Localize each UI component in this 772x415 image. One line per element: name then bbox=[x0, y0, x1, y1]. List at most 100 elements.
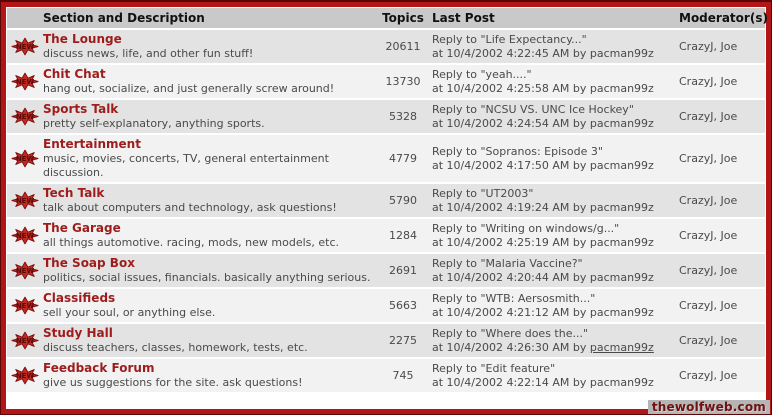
topics-count: 5663 bbox=[389, 299, 417, 312]
section-description: politics, social issues, financials. bas… bbox=[43, 271, 371, 284]
moderators-cell: CrazyJ, Joe bbox=[679, 75, 738, 88]
last-post-author-link[interactable]: pacman99z bbox=[589, 116, 654, 130]
last-post-cell: Reply to "yeah...." at 10/4/2002 4:25:58… bbox=[429, 68, 675, 96]
last-post-timestamp: at 10/4/2002 4:24:54 AM by bbox=[432, 116, 587, 130]
last-post-meta: at 10/4/2002 4:22:14 AM by pacman99z bbox=[432, 376, 675, 390]
svg-text:NEW: NEW bbox=[16, 372, 35, 380]
new-posts-cell: NEW bbox=[7, 149, 43, 168]
moderators-cell: CrazyJ, Joe bbox=[679, 110, 738, 123]
section-link[interactable]: The Garage bbox=[43, 221, 121, 235]
new-posts-cell: NEW bbox=[7, 366, 43, 385]
last-post-title: Reply to "Edit feature" bbox=[432, 361, 556, 375]
new-posts-icon: NEW bbox=[11, 149, 39, 168]
section-description: all things automotive. racing, mods, new… bbox=[43, 236, 340, 249]
last-post-cell: Reply to "NCSU VS. UNC Ice Hockey" at 10… bbox=[429, 103, 675, 131]
section-cell: The Garage all things automotive. racing… bbox=[43, 221, 377, 250]
last-post-timestamp: at 10/4/2002 4:26:30 AM by bbox=[432, 340, 587, 354]
topics-count: 2275 bbox=[389, 334, 417, 347]
forum-section-row: NEW Feedback Forum give us suggestions f… bbox=[7, 359, 765, 392]
new-posts-cell: NEW bbox=[7, 261, 43, 280]
last-post-meta: at 10/4/2002 4:24:54 AM by pacman99z bbox=[432, 117, 675, 131]
last-post-author-link[interactable]: pacman99z bbox=[589, 81, 654, 95]
forum-section-row: NEW Tech Talk talk about computers and t… bbox=[7, 184, 765, 217]
new-posts-cell: NEW bbox=[7, 226, 43, 245]
section-cell: Entertainment music, movies, concerts, T… bbox=[43, 137, 377, 180]
last-post-author-link[interactable]: pacman99z bbox=[589, 200, 654, 214]
section-link[interactable]: The Soap Box bbox=[43, 256, 135, 270]
last-post-author-link[interactable]: pacman99z bbox=[589, 46, 654, 60]
last-post-cell: Reply to "Where does the..." at 10/4/200… bbox=[429, 327, 675, 355]
section-link[interactable]: Feedback Forum bbox=[43, 361, 155, 375]
new-posts-icon: NEW bbox=[11, 261, 39, 280]
svg-text:NEW: NEW bbox=[16, 197, 35, 205]
forum-section-row: NEW The Lounge discuss news, life, and o… bbox=[7, 30, 765, 63]
svg-text:NEW: NEW bbox=[16, 337, 35, 345]
section-description: talk about computers and technology, ask… bbox=[43, 201, 337, 214]
topics-count: 4779 bbox=[389, 152, 417, 165]
moderators-cell: CrazyJ, Joe bbox=[679, 40, 738, 53]
last-post-timestamp: at 10/4/2002 4:25:58 AM by bbox=[432, 81, 587, 95]
last-post-title: Reply to "Writing on windows/g..." bbox=[432, 221, 620, 235]
section-link[interactable]: The Lounge bbox=[43, 32, 122, 46]
svg-text:NEW: NEW bbox=[16, 302, 35, 310]
last-post-author-link[interactable]: pacman99z bbox=[589, 235, 654, 249]
section-cell: Study Hall discuss teachers, classes, ho… bbox=[43, 326, 377, 355]
section-link[interactable]: Entertainment bbox=[43, 137, 141, 151]
new-posts-cell: NEW bbox=[7, 72, 43, 91]
last-post-meta: at 10/4/2002 4:25:58 AM by pacman99z bbox=[432, 82, 675, 96]
last-post-title: Reply to "yeah...." bbox=[432, 67, 532, 81]
section-link[interactable]: Sports Talk bbox=[43, 102, 119, 116]
last-post-title: Reply to "Sopranos: Episode 3" bbox=[432, 144, 603, 158]
last-post-meta: at 10/4/2002 4:25:19 AM by pacman99z bbox=[432, 236, 675, 250]
section-description: sell your soul, or anything else. bbox=[43, 306, 216, 319]
column-header-section: Section and Description bbox=[43, 11, 205, 25]
last-post-title: Reply to "Where does the..." bbox=[432, 326, 589, 340]
last-post-author-link[interactable]: pacman99z bbox=[589, 305, 654, 319]
last-post-meta: at 10/4/2002 4:26:30 AM by pacman99z bbox=[432, 341, 675, 355]
topics-count: 745 bbox=[392, 369, 414, 382]
new-posts-cell: NEW bbox=[7, 296, 43, 315]
topics-count: 13730 bbox=[385, 75, 421, 88]
section-link[interactable]: Classifieds bbox=[43, 291, 116, 305]
last-post-author-link[interactable]: pacman99z bbox=[589, 270, 654, 284]
last-post-meta: at 10/4/2002 4:19:24 AM by pacman99z bbox=[432, 201, 675, 215]
last-post-title: Reply to "Malaria Vaccine?" bbox=[432, 256, 583, 270]
new-posts-icon: NEW bbox=[11, 72, 39, 91]
column-header-topics: Topics bbox=[382, 11, 424, 25]
topics-count: 5328 bbox=[389, 110, 417, 123]
section-link[interactable]: Study Hall bbox=[43, 326, 113, 340]
last-post-author-link[interactable]: pacman99z bbox=[589, 375, 654, 389]
last-post-meta: at 10/4/2002 4:20:44 AM by pacman99z bbox=[432, 271, 675, 285]
new-posts-icon: NEW bbox=[11, 191, 39, 210]
section-cell: Feedback Forum give us suggestions for t… bbox=[43, 361, 377, 390]
last-post-timestamp: at 10/4/2002 4:22:14 AM by bbox=[432, 375, 587, 389]
section-cell: Tech Talk talk about computers and techn… bbox=[43, 186, 377, 215]
last-post-timestamp: at 10/4/2002 4:22:45 AM by bbox=[432, 46, 587, 60]
section-link[interactable]: Chit Chat bbox=[43, 67, 106, 81]
moderators-cell: CrazyJ, Joe bbox=[679, 299, 738, 312]
svg-text:NEW: NEW bbox=[16, 232, 35, 240]
section-description: hang out, socialize, and just generally … bbox=[43, 82, 335, 95]
last-post-timestamp: at 10/4/2002 4:19:24 AM by bbox=[432, 200, 587, 214]
forum-section-row: NEW Entertainment music, movies, concert… bbox=[7, 135, 765, 182]
last-post-author-link[interactable]: pacman99z bbox=[589, 158, 654, 172]
site-watermark: thewolfweb.com bbox=[647, 400, 770, 414]
table-header-row: Section and Description Topics Last Post… bbox=[7, 8, 768, 28]
last-post-title: Reply to "UT2003" bbox=[432, 186, 534, 200]
last-post-cell: Reply to "Malaria Vaccine?" at 10/4/2002… bbox=[429, 257, 675, 285]
section-description: pretty self-explanatory, anything sports… bbox=[43, 117, 265, 130]
new-posts-icon: NEW bbox=[11, 296, 39, 315]
last-post-meta: at 10/4/2002 4:21:12 AM by pacman99z bbox=[432, 306, 675, 320]
last-post-timestamp: at 10/4/2002 4:20:44 AM by bbox=[432, 270, 587, 284]
moderators-cell: CrazyJ, Joe bbox=[679, 152, 738, 165]
forum-section-row: NEW The Garage all things automotive. ra… bbox=[7, 219, 765, 252]
column-header-moderators: Moderator(s) bbox=[679, 11, 768, 25]
last-post-meta: at 10/4/2002 4:17:50 AM by pacman99z bbox=[432, 159, 675, 173]
last-post-author-link[interactable]: pacman99z bbox=[589, 340, 654, 354]
svg-text:NEW: NEW bbox=[16, 43, 35, 51]
section-description: music, movies, concerts, TV, general ent… bbox=[43, 152, 329, 179]
section-link[interactable]: Tech Talk bbox=[43, 186, 105, 200]
topics-count: 2691 bbox=[389, 264, 417, 277]
